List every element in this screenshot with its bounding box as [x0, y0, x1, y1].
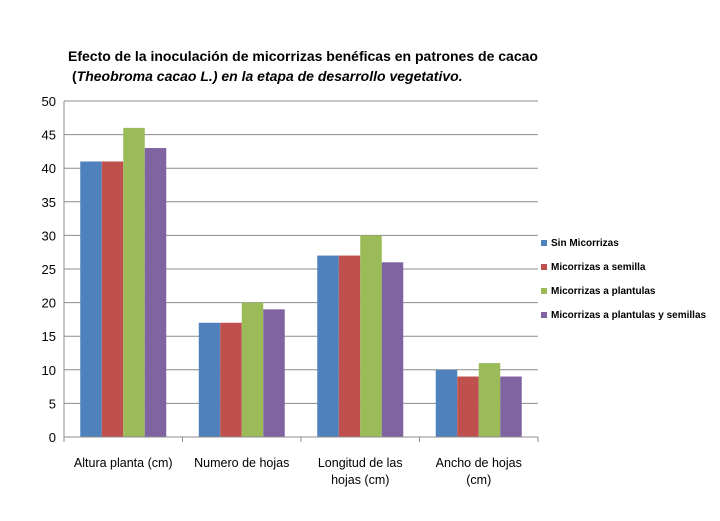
bar: [123, 127, 145, 437]
bar: [263, 309, 285, 437]
bar: [360, 235, 382, 437]
y-tick-label: 15: [42, 329, 56, 344]
legend: Sin Micorrizas Micorrizas a semilla Micorr…: [541, 238, 707, 321]
y-tick-label: 10: [42, 363, 56, 378]
legend-swatch: [541, 288, 547, 294]
category-label: Altura planta (cm): [74, 456, 173, 470]
y-tick-label: 45: [42, 128, 56, 143]
bar: [80, 161, 102, 438]
bar: [381, 262, 404, 437]
bar: [317, 255, 339, 437]
category-label: Numero de hojas: [194, 456, 289, 470]
category-labels: Altura planta (cm) Numero de hojas Longitu…: [74, 456, 522, 487]
axes: [63, 101, 539, 442]
y-tick-labels: 0 5 10 15 20 25 30 35 40 45 50: [42, 94, 56, 445]
legend-label: Micorrizas a plantulas y semillas: [551, 310, 707, 321]
legend-label: Micorrizas a plantulas: [551, 286, 656, 297]
bar: [220, 322, 242, 437]
y-tick-label: 5: [49, 396, 56, 411]
category-label: Longitud de las: [318, 456, 403, 470]
chart-title-line2-italic: Theobroma cacao L.: [77, 68, 213, 84]
y-tick-label: 50: [42, 94, 56, 109]
bar: [478, 363, 501, 437]
y-tick-label: 25: [42, 262, 56, 277]
y-tick-label: 0: [49, 430, 56, 445]
chart-title-line1: Efecto de la inoculación de micorrizas b…: [68, 48, 538, 64]
y-tick-label: 20: [42, 296, 56, 311]
y-tick-label: 30: [42, 228, 56, 243]
y-tick-label: 35: [42, 195, 56, 210]
chart-title-line2-pre: (: [72, 68, 77, 84]
chart-title-line2-post: ) en la etapa de desarrollo vegetativo.: [211, 68, 463, 84]
legend-swatch: [541, 312, 547, 318]
bar: [338, 255, 361, 437]
bar: [241, 302, 264, 437]
bar: [500, 376, 522, 437]
bar: [101, 161, 124, 438]
bar: [198, 322, 221, 437]
category-label: (cm): [466, 473, 491, 487]
bar: [435, 369, 458, 437]
y-tick-label: 40: [42, 161, 56, 176]
legend-swatch: [541, 264, 547, 270]
bar: [144, 148, 167, 438]
bar: [457, 376, 479, 437]
legend-label: Sin Micorrizas: [551, 238, 619, 249]
bars: [80, 127, 522, 438]
legend-label: Micorrizas a semilla: [551, 262, 646, 273]
chart-title-line2: (Theobroma cacao L.) en la etapa de desa…: [72, 68, 463, 84]
category-label: Ancho de hojas: [436, 456, 522, 470]
category-label: hojas (cm): [331, 473, 389, 487]
legend-swatch: [541, 240, 547, 246]
